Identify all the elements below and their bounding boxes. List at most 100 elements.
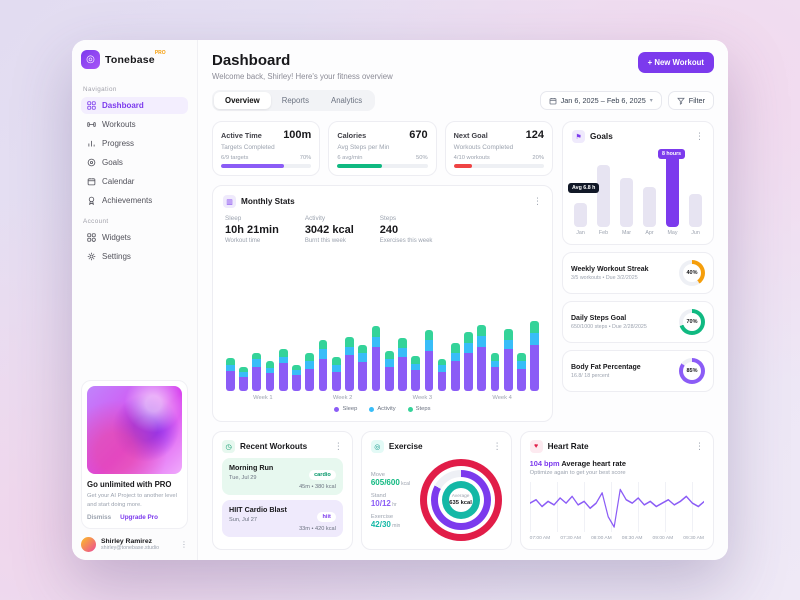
user-menu-icon[interactable]: ⋮ <box>180 539 188 549</box>
dismiss-link[interactable]: Dismiss <box>87 514 112 521</box>
stat-subtitle: Avg Steps per Min <box>337 144 390 151</box>
dumbbell-icon <box>87 122 96 127</box>
tonebase-logo-icon: ◎ <box>81 50 100 69</box>
goals-bar-chart <box>572 151 704 227</box>
rings-center-label: Average <box>451 494 470 499</box>
recent-workouts-card: ◷ Recent Workouts ⋮ Morning Run Tue, Jul… <box>212 431 353 550</box>
upgrade-pro-link[interactable]: Upgrade Pro <box>120 514 158 521</box>
stat-title: Active Time <box>221 131 262 140</box>
sidebar-item-widgets[interactable]: Widgets <box>81 229 188 246</box>
progress-ring: 40% <box>679 260 705 286</box>
workout-item-morning-run[interactable]: Morning Run Tue, Jul 29 cardio 45m • 380… <box>222 458 343 495</box>
progress-ring: 70% <box>679 309 705 335</box>
heart-icon: ♥ <box>529 440 543 453</box>
exercise-card: ◎ Exercise ⋮ Move 605/600 kcal Stand 10/12 … <box>360 431 512 550</box>
metric-sleep: Sleep 10h 21min Workout time <box>225 215 279 244</box>
stat-percent: 70% <box>299 155 312 161</box>
stat-detail: 6 avg/min <box>337 155 363 161</box>
tab-bar: Overview Reports Analytics <box>212 90 376 111</box>
right-column: ⚑ Goals ⋮ Avg 6.8 h 8 hours Jan Feb Mar Apr… <box>562 121 714 422</box>
new-workout-button[interactable]: + New Workout <box>637 52 714 73</box>
heart-rate-chart <box>529 482 704 532</box>
workout-item-hiit-cardio-blast[interactable]: HIIT Cardio Blast Sun, Jul 27 hiit 33m •… <box>222 500 343 537</box>
stat-cards: Active Time 100m Targets Completed 6/9 t… <box>212 121 553 176</box>
sidebar: ◎ TonebasePRO Navigation Dashboard Worko… <box>72 40 198 560</box>
metric-activity: Activity 3042 kcal Burnt this week <box>304 215 354 244</box>
goals-card: ⚑ Goals ⋮ Avg 6.8 h 8 hours Jan Feb Mar Apr… <box>562 121 714 245</box>
sidebar-item-settings[interactable]: Settings <box>81 248 188 265</box>
rings-center-value: 635 kcal <box>449 500 472 506</box>
sidebar-item-label: Settings <box>102 252 131 261</box>
date-range-picker[interactable]: Jan 6, 2025 – Feb 6, 2025 ▾ <box>539 91 662 110</box>
workout-tag: cardio <box>309 470 336 480</box>
workout-tag: hiit <box>317 512 336 522</box>
recent-workouts-icon: ◷ <box>222 440 235 453</box>
stat-value: 124 <box>525 129 544 141</box>
user-name: Shirley Ramirez <box>101 538 152 545</box>
tab-reports[interactable]: Reports <box>281 96 309 105</box>
heart-rate-title: Heart Rate <box>547 442 589 451</box>
stat-title: Next Goal <box>453 131 488 140</box>
week-labels: Week 1 Week 2 Week 3 Week 4 <box>253 395 512 401</box>
calendar-icon <box>87 178 96 186</box>
sidebar-item-label: Workouts <box>102 120 136 129</box>
filter-icon <box>676 97 685 105</box>
sidebar-item-goals[interactable]: Goals <box>81 154 188 171</box>
user-profile[interactable]: Shirley Ramirez shirley@tonebase.studio … <box>81 537 188 552</box>
stat-percent: 20% <box>532 155 544 161</box>
sidebar-item-workouts[interactable]: Workouts <box>81 116 188 133</box>
calendar-icon <box>549 97 556 104</box>
stat-card-active-time: Active Time 100m Targets Completed 6/9 t… <box>212 121 321 176</box>
promo-image <box>87 386 182 475</box>
exercise-ring <box>441 481 480 519</box>
goal-card-workout-streak: Weekly Workout Streak 3/5 workouts • Due… <box>562 252 714 294</box>
dashboard-icon <box>87 101 96 110</box>
gear-icon <box>87 252 96 261</box>
stat-title: Calories <box>337 131 367 140</box>
metric-steps: Steps 240 Exercises this week <box>379 215 433 244</box>
sidebar-item-calendar[interactable]: Calendar <box>81 173 188 190</box>
filter-button[interactable]: Filter <box>667 91 714 110</box>
kebab-menu-icon[interactable]: ⋮ <box>492 441 502 451</box>
kebab-menu-icon[interactable]: ⋮ <box>333 441 343 451</box>
chart-legend: Sleep Activity Steps <box>223 406 542 412</box>
goal-card-body-fat: Body Fat Percentage 16.8/ 18 percent 85% <box>562 350 714 392</box>
sidebar-item-label: Calendar <box>102 177 135 186</box>
stat-card-next-goal: Next Goal 124 Workouts Completed 4/10 wo… <box>444 121 553 176</box>
sidebar-item-label: Widgets <box>102 233 131 242</box>
heart-rate-value-suffix: Average heart rate <box>559 459 627 468</box>
kebab-menu-icon[interactable]: ⋮ <box>695 131 704 141</box>
bottom-row: ◷ Recent Workouts ⋮ Morning Run Tue, Jul… <box>212 431 714 550</box>
heart-rate-value: 104 bpm <box>529 459 560 468</box>
stat-value: 100m <box>283 129 312 141</box>
target-icon <box>87 158 96 167</box>
date-range-label: Jan 6, 2025 – Feb 6, 2025 <box>560 96 646 105</box>
sidebar-item-label: Progress <box>102 139 135 148</box>
sidebar-item-achievements[interactable]: Achievements <box>81 192 188 209</box>
main-content: Dashboard Welcome back, Shirley! Here's … <box>198 40 728 560</box>
sidebar-item-dashboard[interactable]: Dashboard <box>81 97 188 114</box>
heart-rate-card: ♥ Heart Rate ⋮ 104 bpm Average heart rat… <box>519 431 714 550</box>
heart-rate-subtitle: Optimize again to get your best score <box>529 470 626 476</box>
sidebar-item-progress[interactable]: Progress <box>81 135 188 152</box>
kebab-menu-icon[interactable]: ⋮ <box>533 196 542 206</box>
stat-subtitle: Targets Completed <box>221 144 275 151</box>
app-window: ◎ TonebasePRO Navigation Dashboard Worko… <box>72 40 728 560</box>
tab-overview[interactable]: Overview <box>214 92 271 109</box>
monthly-stats-icon: ▥ <box>223 195 236 208</box>
goal-card-daily-steps: Daily Steps Goal 650/1000 steps • Due 2/… <box>562 301 714 343</box>
progress-ring: 85% <box>679 358 705 384</box>
avatar <box>81 537 96 552</box>
kebab-menu-icon[interactable]: ⋮ <box>694 441 704 451</box>
brand-name: Tonebase <box>105 54 155 66</box>
sidebar-item-label: Achievements <box>102 196 153 205</box>
tab-analytics[interactable]: Analytics <box>331 96 363 105</box>
recent-workouts-title: Recent Workouts <box>240 442 308 451</box>
medal-icon <box>88 196 95 205</box>
stat-detail: 6/9 targets <box>221 155 249 161</box>
pro-promo-card: Go unlimited with PRO Get your AI Projec… <box>81 380 188 529</box>
stat-percent: 50% <box>416 155 428 161</box>
brand-logo: ◎ TonebasePRO <box>81 50 188 69</box>
brand-pro-badge: PRO <box>154 50 166 56</box>
stat-subtitle: Workouts Completed <box>453 144 514 151</box>
